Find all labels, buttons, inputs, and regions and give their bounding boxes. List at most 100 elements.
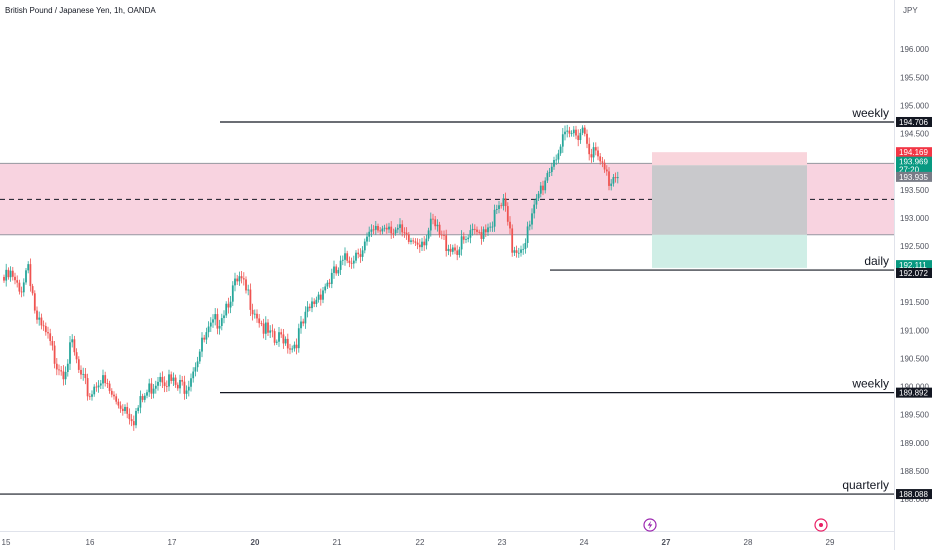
candle-body[interactable] <box>187 386 190 391</box>
candle-body[interactable] <box>234 278 236 286</box>
candle-body[interactable] <box>515 250 518 253</box>
candle-body[interactable] <box>608 171 610 186</box>
candle-body[interactable] <box>491 226 494 228</box>
position-stop-area[interactable] <box>652 152 807 166</box>
candle-body[interactable] <box>225 303 228 316</box>
candle-body[interactable] <box>403 232 406 234</box>
candle-body[interactable] <box>524 242 527 249</box>
candle-body[interactable] <box>110 390 113 395</box>
candle-body[interactable] <box>97 385 100 388</box>
candle-body[interactable] <box>544 180 547 191</box>
candle-body[interactable] <box>218 325 221 329</box>
candle-body[interactable] <box>238 276 241 282</box>
candle-body[interactable] <box>117 401 120 406</box>
candle-body[interactable] <box>286 338 289 349</box>
candle-body[interactable] <box>275 341 278 343</box>
candle-body[interactable] <box>546 172 549 181</box>
candle-body[interactable] <box>282 334 285 344</box>
candle-body[interactable] <box>289 348 291 350</box>
candle-body[interactable] <box>489 226 492 228</box>
candle-body[interactable] <box>3 276 5 281</box>
candle-body[interactable] <box>95 386 98 388</box>
candle-body[interactable] <box>130 419 133 422</box>
candle-body[interactable] <box>240 276 243 279</box>
candle-body[interactable] <box>137 407 140 411</box>
candle-body[interactable] <box>77 359 80 370</box>
candle-body[interactable] <box>174 377 177 385</box>
candle-body[interactable] <box>412 240 415 242</box>
candle-body[interactable] <box>396 227 399 230</box>
candle-body[interactable] <box>302 321 305 324</box>
candle-body[interactable] <box>212 319 214 323</box>
candle-body[interactable] <box>438 224 441 235</box>
candle-body[interactable] <box>231 285 234 302</box>
candle-body[interactable] <box>126 406 129 414</box>
candle-body[interactable] <box>436 224 439 227</box>
candle-body[interactable] <box>348 260 351 263</box>
candle-body[interactable] <box>165 385 168 387</box>
candle-body[interactable] <box>456 250 459 255</box>
candle-body[interactable] <box>247 289 250 291</box>
candle-body[interactable] <box>603 162 606 170</box>
candle-body[interactable] <box>190 378 192 387</box>
candle-body[interactable] <box>462 236 465 240</box>
candle-body[interactable] <box>561 134 564 147</box>
candle-body[interactable] <box>616 177 619 179</box>
candle-body[interactable] <box>581 127 584 133</box>
candle-body[interactable] <box>135 410 137 426</box>
candle-body[interactable] <box>568 130 571 134</box>
candle-body[interactable] <box>326 282 329 287</box>
candle-body[interactable] <box>614 177 617 179</box>
candle-body[interactable] <box>91 394 93 397</box>
candle-body[interactable] <box>29 264 32 287</box>
candle-body[interactable] <box>317 294 320 300</box>
candle-body[interactable] <box>579 132 582 141</box>
candle-body[interactable] <box>9 270 12 278</box>
candle-body[interactable] <box>370 229 373 232</box>
candle-body[interactable] <box>416 242 419 245</box>
candle-body[interactable] <box>236 278 239 282</box>
candle-body[interactable] <box>313 301 316 304</box>
candle-body[interactable] <box>69 342 71 364</box>
candle-body[interactable] <box>88 396 91 398</box>
candle-body[interactable] <box>583 127 586 134</box>
candle-body[interactable] <box>183 381 186 394</box>
candle-body[interactable] <box>260 323 263 325</box>
candle-body[interactable] <box>198 351 201 362</box>
candle-body[interactable] <box>121 408 124 411</box>
candle-body[interactable] <box>124 406 126 411</box>
candle-body[interactable] <box>427 230 430 239</box>
candle-body[interactable] <box>176 384 179 389</box>
candle-body[interactable] <box>256 313 258 319</box>
candle-body[interactable] <box>311 301 313 309</box>
lightning-event-icon[interactable] <box>643 518 657 532</box>
candle-body[interactable] <box>425 238 428 246</box>
candle-body[interactable] <box>16 280 19 283</box>
candle-body[interactable] <box>71 339 74 343</box>
candle-body[interactable] <box>5 269 8 281</box>
candle-body[interactable] <box>553 159 555 167</box>
candle-body[interactable] <box>344 253 346 260</box>
candle-body[interactable] <box>341 259 344 261</box>
candle-body[interactable] <box>357 252 360 255</box>
candle-body[interactable] <box>220 318 223 326</box>
candle-body[interactable] <box>599 156 602 162</box>
candle-body[interactable] <box>86 378 89 397</box>
candle-body[interactable] <box>47 332 49 334</box>
candle-body[interactable] <box>590 154 593 158</box>
candle-body[interactable] <box>170 374 173 381</box>
candle-body[interactable] <box>528 224 531 227</box>
candle-body[interactable] <box>443 235 445 236</box>
candle-body[interactable] <box>374 225 377 230</box>
candle-body[interactable] <box>119 405 122 409</box>
candle-body[interactable] <box>352 260 355 264</box>
candle-body[interactable] <box>473 228 476 230</box>
candle-body[interactable] <box>280 332 283 335</box>
candle-body[interactable] <box>361 250 364 257</box>
candle-body[interactable] <box>484 229 487 233</box>
candle-body[interactable] <box>201 337 203 352</box>
time-axis[interactable]: 15 16 17 20 21 22 23 24 27 28 29 <box>2 538 835 547</box>
candle-body[interactable] <box>410 240 412 242</box>
candle-body[interactable] <box>7 269 10 278</box>
candle-body[interactable] <box>146 392 148 396</box>
